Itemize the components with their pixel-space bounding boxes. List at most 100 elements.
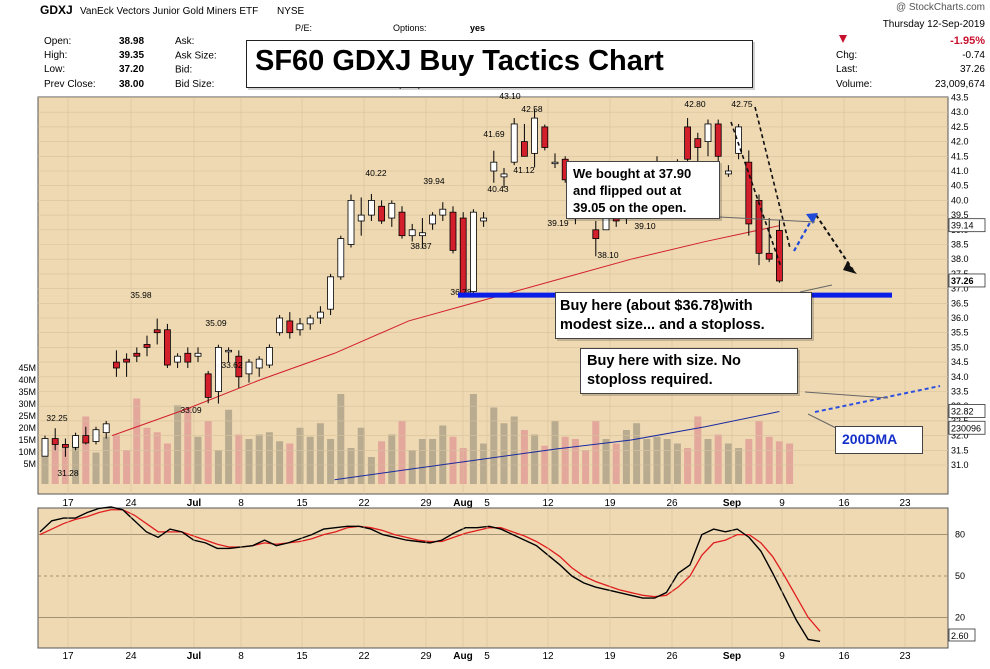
volume-bar <box>133 398 141 484</box>
quote-label: Bid: <box>175 65 192 76</box>
volume-bar <box>735 448 743 484</box>
volume-bar <box>469 394 477 484</box>
candle-body <box>255 358 263 369</box>
stoch-tick: 20 <box>955 612 965 622</box>
right-label: Chg: <box>836 50 857 61</box>
volume-bar <box>163 443 171 484</box>
price-tick: 42.0 <box>951 137 969 147</box>
price-flag: 35.09 <box>205 318 227 328</box>
quote-date: Thursday 12-Sep-2019 <box>883 19 986 30</box>
volume-bar <box>72 441 80 484</box>
date-tick-lower: 24 <box>125 651 137 662</box>
candle-body <box>316 311 324 319</box>
price-badge-label: 32.82 <box>951 406 974 416</box>
date-tick-lower: 16 <box>838 651 850 662</box>
price-badge <box>948 218 986 233</box>
date-tick-lower: 29 <box>420 651 432 662</box>
options-value: yes <box>470 23 485 33</box>
quote-label: Ask: <box>175 36 194 47</box>
down-trend-line <box>754 106 791 249</box>
right-label: Volume: <box>836 79 872 90</box>
price-badge-label: 37.26 <box>951 276 974 286</box>
date-tick-lower: 15 <box>296 651 308 662</box>
candle-body <box>388 202 396 219</box>
date-tick: 12 <box>542 498 554 509</box>
volume-bar <box>327 439 335 484</box>
volume-bar <box>480 443 488 484</box>
date-tick-lower: 9 <box>779 651 785 662</box>
candle-body <box>735 126 742 154</box>
candle-body <box>378 205 386 222</box>
candle-body <box>245 361 253 375</box>
price-tick: 43.5 <box>951 93 969 103</box>
date-tick: 9 <box>779 498 785 509</box>
volume-bar <box>204 421 212 484</box>
volume-bar <box>531 434 539 484</box>
price-tick: 41.5 <box>951 151 969 161</box>
date-tick-lower: Jul <box>187 651 202 662</box>
quote-label: High: <box>44 50 67 61</box>
volume-tick: 35M <box>18 387 36 397</box>
candle-body <box>745 161 753 225</box>
price-tick: 41.0 <box>951 166 969 176</box>
exchange: NYSE <box>277 6 305 17</box>
date-tick-lower: 17 <box>62 651 74 662</box>
stoch-k-line <box>39 506 821 643</box>
price-flag: 40.22 <box>365 168 387 178</box>
price-badge-label: 230096 <box>951 423 981 433</box>
arrow-head-icon <box>806 213 818 224</box>
date-tick: Sep <box>723 498 741 509</box>
right-value: -0.74 <box>962 50 985 61</box>
candle-body <box>480 217 488 222</box>
date-tick-lower: 23 <box>899 651 911 662</box>
candle-body <box>72 435 79 448</box>
bought-line-2: and flipped out at <box>573 183 682 198</box>
candle-body <box>225 349 233 353</box>
price-tick: 32.0 <box>951 431 969 441</box>
candle-body <box>265 346 273 366</box>
volume-bar <box>225 409 233 484</box>
volume-bar <box>500 423 508 484</box>
quote-label: Bid Size: <box>175 79 214 90</box>
quote-value: 38.00 <box>119 79 144 90</box>
price-flag: 33.62 <box>221 360 243 370</box>
price-tick: 31.5 <box>951 445 969 455</box>
volume-tick: 45M <box>18 363 36 373</box>
volume-bar <box>337 394 345 484</box>
date-tick: 29 <box>420 498 432 509</box>
buy-size-line-1: Buy here with size. No <box>587 353 741 369</box>
price-flag: 41.69 <box>483 129 505 139</box>
candle-body <box>367 199 375 216</box>
volume-bar <box>622 430 630 484</box>
candle-body <box>429 214 437 225</box>
candle-body <box>469 211 477 292</box>
price-tick: 39.5 <box>951 210 969 220</box>
volume-tick: 20M <box>18 423 36 433</box>
price-flag: 31.28 <box>57 468 79 478</box>
candle-body <box>408 229 416 237</box>
price-tick: 38.0 <box>951 254 969 264</box>
down-trend-line-2 <box>730 121 782 268</box>
date-tick: 16 <box>838 498 850 509</box>
volume-bar <box>551 421 559 484</box>
price-flag: 33.09 <box>180 405 202 415</box>
candle-body <box>102 423 110 434</box>
date-axis: 17 24 Jul 8 15 22 29 Aug 5 12 19 26 Sep 9 16 23 <box>62 498 911 509</box>
volume-tick: 30M <box>18 399 36 409</box>
ma200-line <box>334 411 780 481</box>
price-badge <box>948 420 986 435</box>
dma-label: 200DMA <box>842 431 898 447</box>
buy-modest-callout: Buy here (about $36.78)with modest size.… <box>555 292 812 339</box>
volume-bar <box>561 436 569 484</box>
candle-body <box>174 355 182 363</box>
volume-bar <box>245 439 253 484</box>
volume-bar <box>439 425 447 484</box>
volume-bar <box>673 443 681 484</box>
dma-extension-line <box>814 385 941 413</box>
candle-body <box>398 211 406 237</box>
date-tick-lower: 19 <box>604 651 616 662</box>
date-tick-lower: 12 <box>542 651 554 662</box>
candle-body <box>725 170 732 175</box>
volume-bar <box>520 430 528 484</box>
